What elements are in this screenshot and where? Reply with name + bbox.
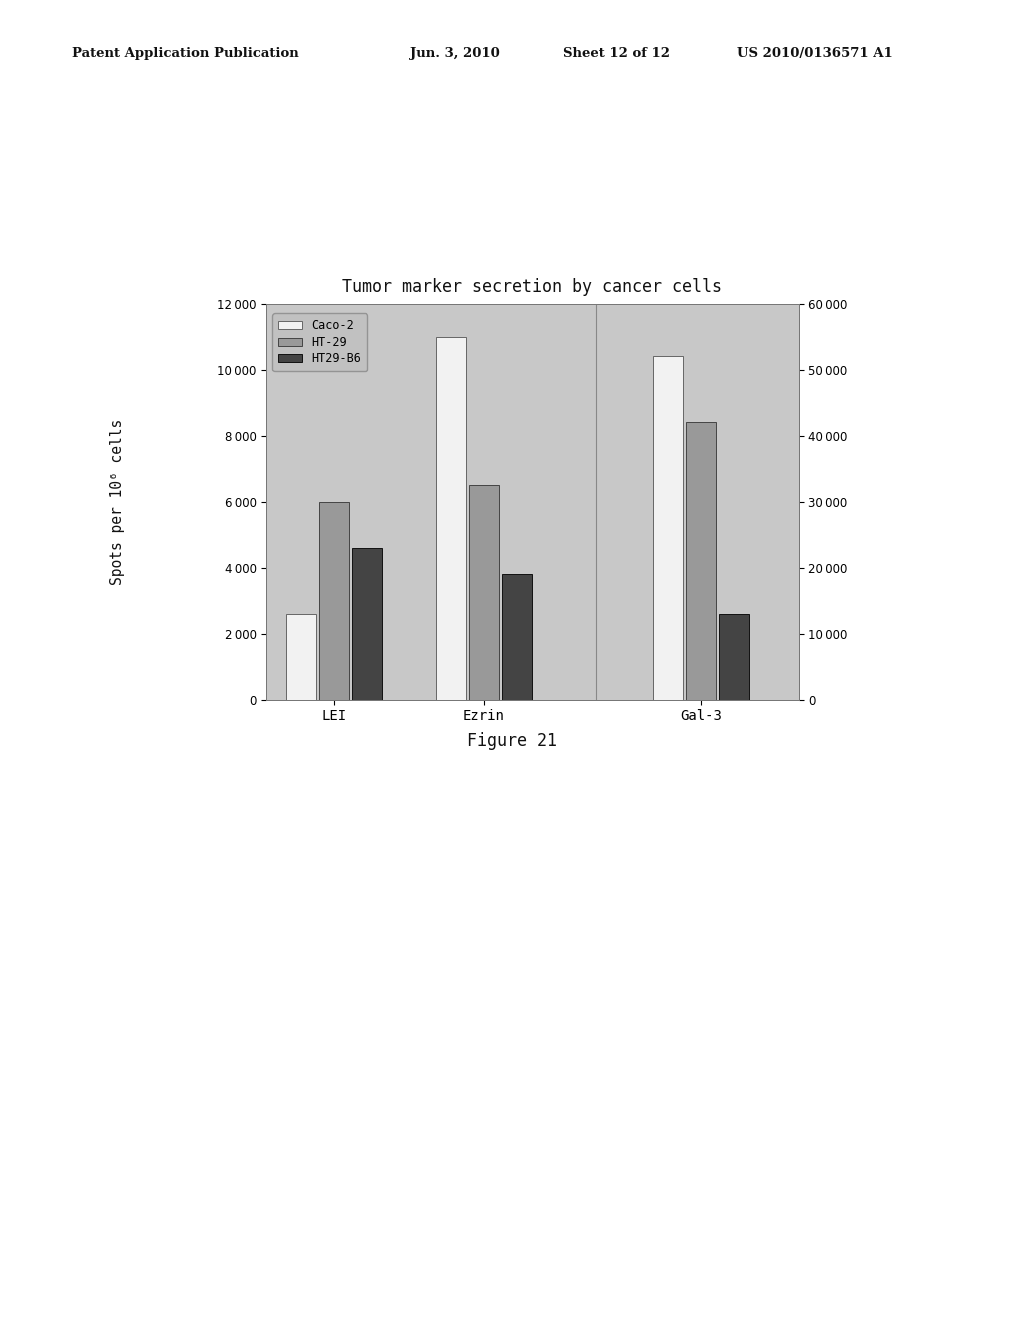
Bar [719,614,750,700]
Text: Sheet 12 of 12: Sheet 12 of 12 [563,46,670,59]
Text: US 2010/0136571 A1: US 2010/0136571 A1 [737,46,893,59]
Bar [286,614,316,700]
Bar [653,356,683,700]
Bar [318,502,349,700]
Legend: Caco-2, HT-29, HT29-B6: Caco-2, HT-29, HT29-B6 [272,313,367,371]
Title: Tumor marker secretion by cancer cells: Tumor marker secretion by cancer cells [342,279,723,297]
Text: Figure 21: Figure 21 [467,731,557,750]
Bar [469,486,499,700]
Text: Patent Application Publication: Patent Application Publication [72,46,298,59]
Bar [351,548,382,700]
Bar [502,574,531,700]
Bar [686,422,717,700]
Text: Spots per 10⁶ cells: Spots per 10⁶ cells [111,418,125,585]
Text: Jun. 3, 2010: Jun. 3, 2010 [410,46,500,59]
Bar [435,337,466,700]
